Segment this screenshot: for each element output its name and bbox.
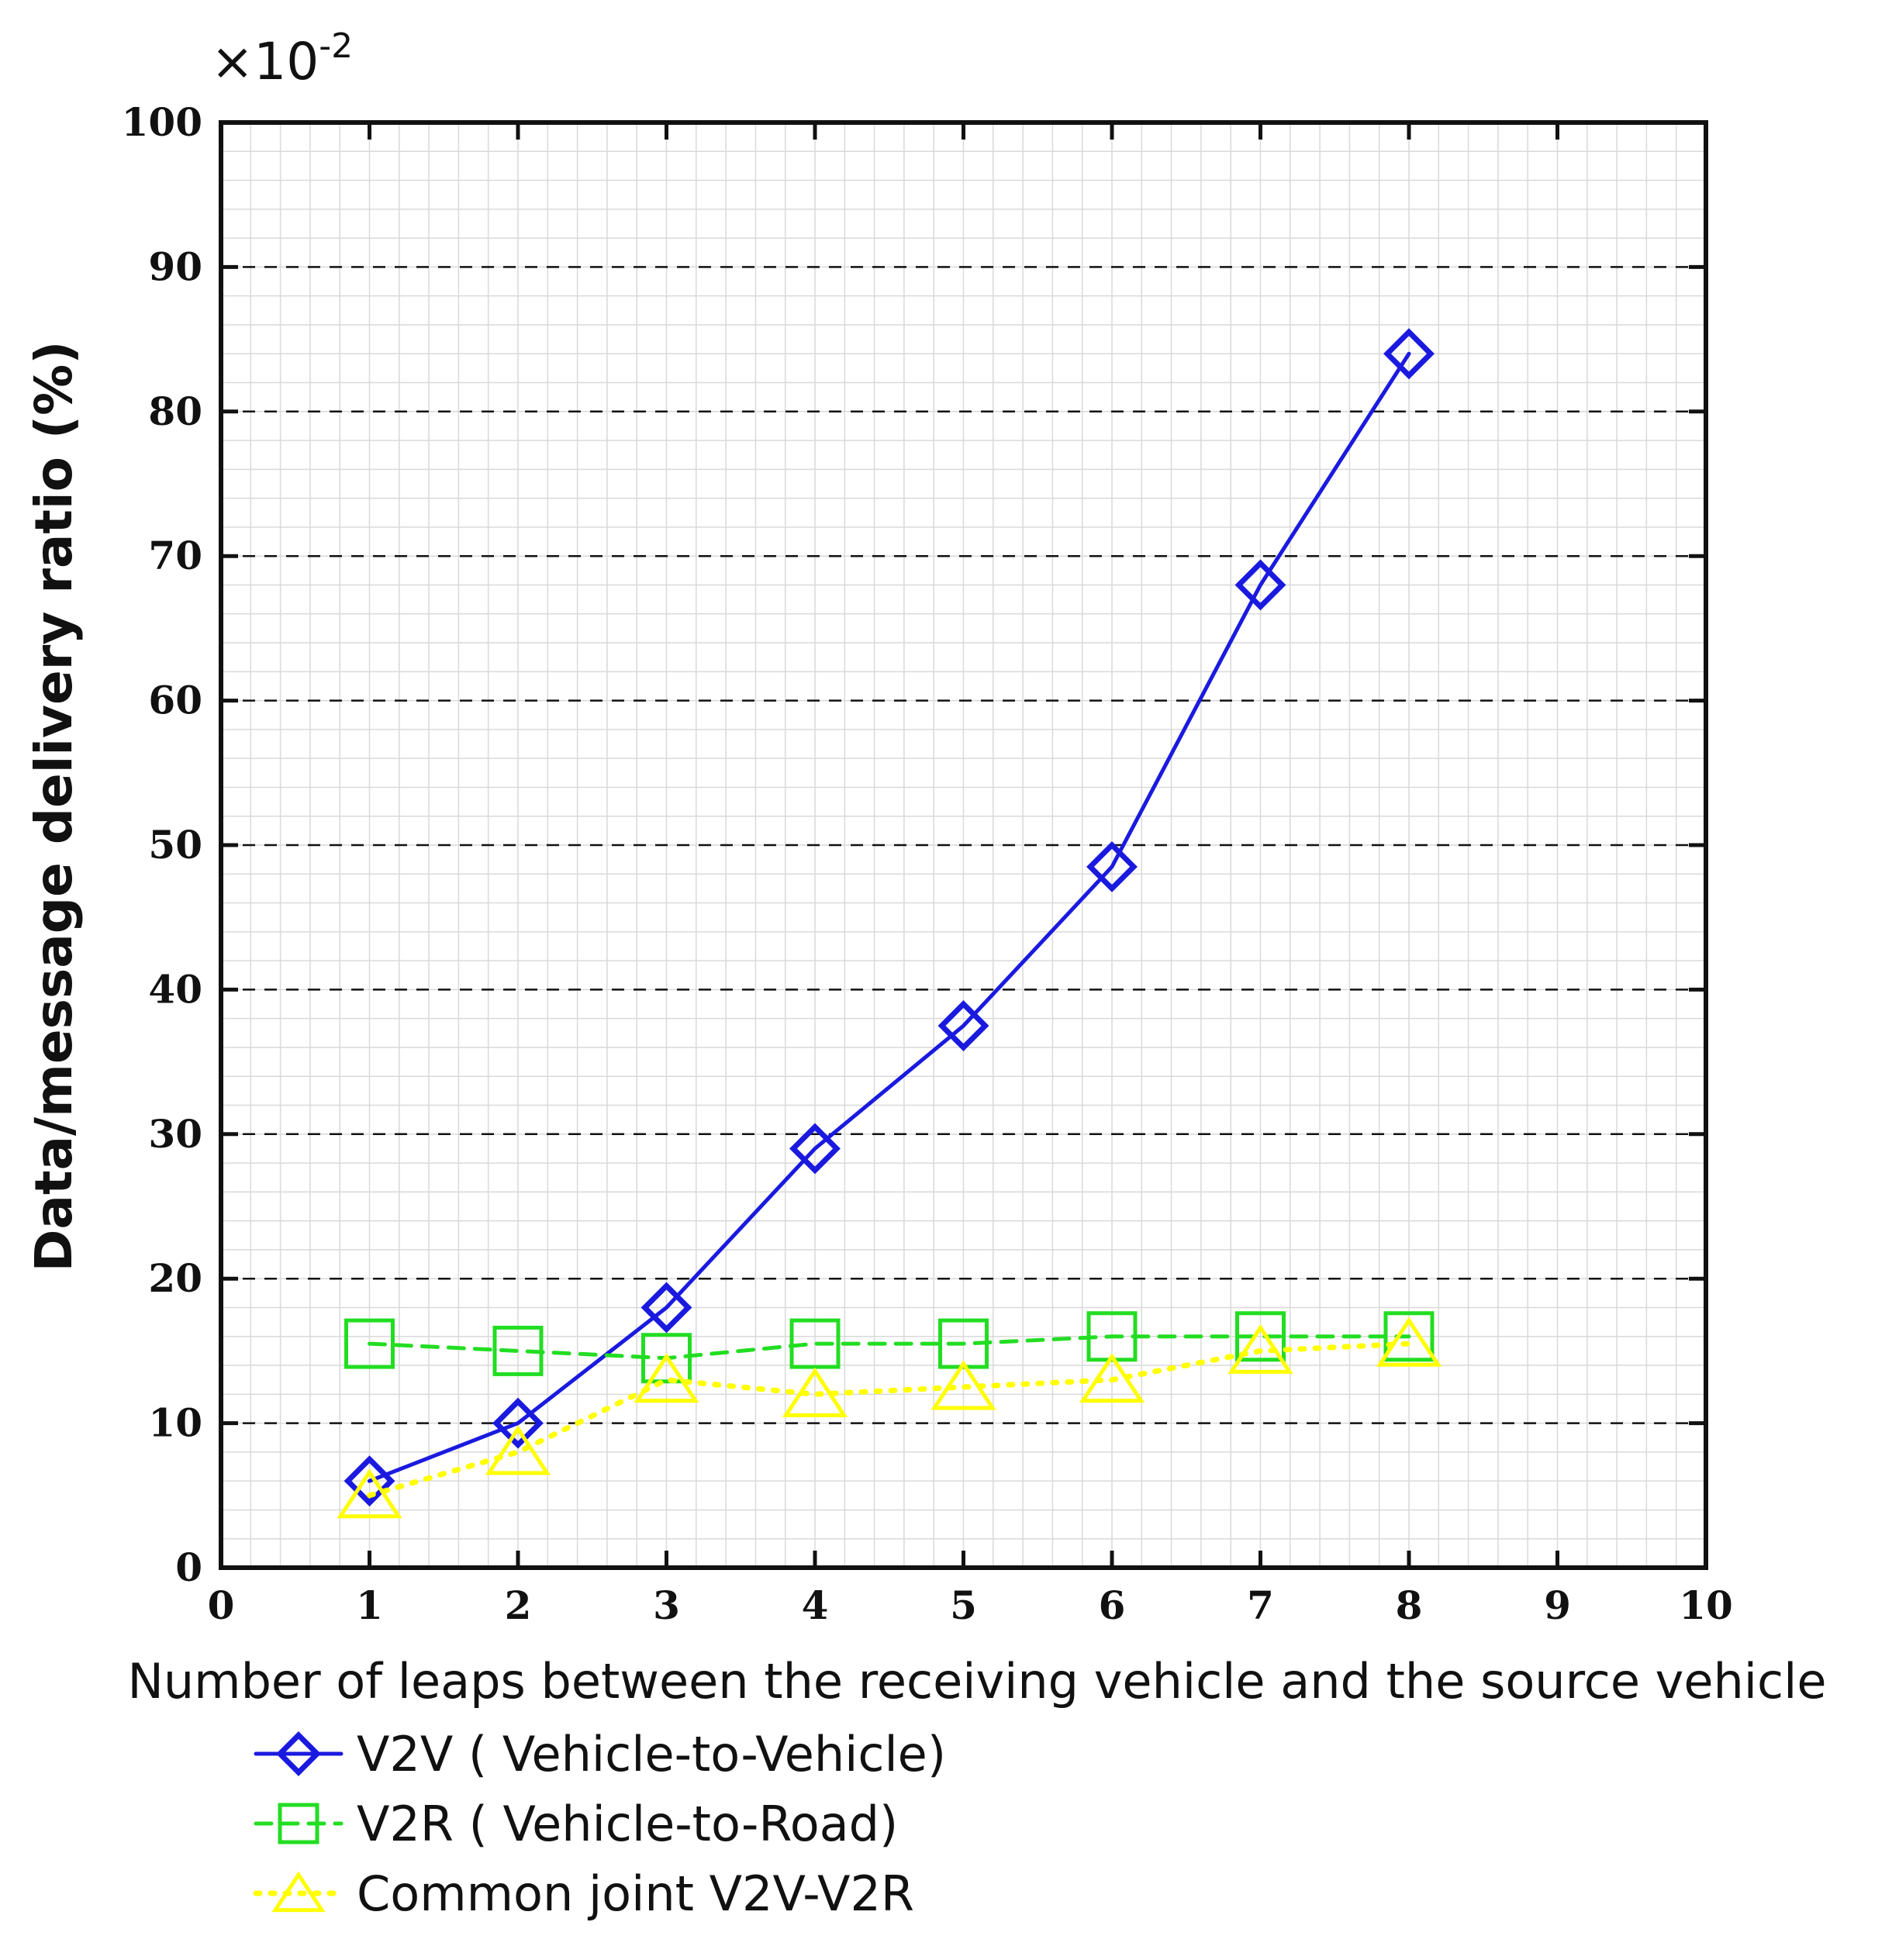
legend-marker	[271, 1871, 326, 1913]
data-point	[1235, 1311, 1286, 1362]
series-1	[344, 328, 1435, 1507]
data-point	[641, 1333, 692, 1384]
y-multiplier-exponent: -2	[319, 26, 353, 66]
data-point	[337, 1468, 402, 1519]
x-axis-title: Number of leaps between the receiving ve…	[128, 1653, 1827, 1710]
data-point	[1383, 328, 1435, 380]
y-tick-label: 60	[148, 678, 202, 723]
data-point	[782, 1367, 848, 1417]
x-tick-label: 10	[1679, 1582, 1733, 1628]
data-point	[937, 1000, 989, 1051]
y-axis-title: Data/message delivery ratio (%)	[24, 341, 84, 1272]
series-layer	[337, 328, 1442, 1519]
legend-entry: V2V ( Vehicle-to-Vehicle)	[254, 1726, 946, 1782]
data-point	[931, 1360, 996, 1410]
legend-marker	[278, 1803, 319, 1844]
data-point	[1079, 1353, 1145, 1403]
data-point	[344, 1318, 395, 1369]
data-point	[634, 1353, 699, 1403]
data-point	[492, 1325, 544, 1376]
data-point	[485, 1425, 551, 1475]
data-point	[789, 1318, 841, 1369]
data-point	[789, 1123, 841, 1175]
y-tick-label: 40	[148, 966, 202, 1012]
y-tick-label: 0	[175, 1544, 202, 1590]
data-point	[1086, 841, 1138, 892]
x-tick-label: 9	[1544, 1582, 1571, 1628]
y-tick-labels: 0 10 20 30 40 50 60 70 80 90 100	[122, 99, 202, 1590]
x-tick-label: 2	[505, 1582, 532, 1628]
x-tick-label: 1	[356, 1582, 383, 1628]
y-tick-label: 80	[148, 388, 202, 434]
legend-label: V2R ( Vehicle-to-Road)	[357, 1796, 898, 1852]
axis-ticks	[219, 120, 1708, 1570]
y-tick-label: 100	[122, 99, 202, 145]
y-tick-label: 70	[148, 533, 202, 578]
y-tick-label: 50	[148, 822, 202, 868]
x-tick-label: 8	[1396, 1582, 1423, 1628]
x-tick-label: 6	[1099, 1582, 1126, 1628]
legend-marker	[276, 1731, 321, 1776]
data-point	[1376, 1316, 1442, 1367]
series-3	[337, 1316, 1442, 1519]
legend-label: Common joint V2V-V2R	[357, 1865, 914, 1922]
legend: V2V ( Vehicle-to-Vehicle) V2R ( Vehicle-t…	[253, 1726, 946, 1922]
x-tick-label: 4	[802, 1582, 829, 1628]
legend-entry: V2R ( Vehicle-to-Road)	[254, 1796, 898, 1852]
y-tick-label: 10	[148, 1400, 202, 1446]
x-tick-label: 5	[950, 1582, 977, 1628]
x-tick-label: 3	[653, 1582, 680, 1628]
x-tick-labels: 0 1 2 3 4 5 6 7 8 9 10	[208, 1582, 1733, 1628]
x-tick-label: 7	[1247, 1582, 1274, 1628]
series-line	[367, 1341, 1412, 1499]
series-line	[368, 351, 1411, 1483]
major-gridlines	[221, 266, 1706, 1424]
data-point	[640, 1282, 692, 1334]
data-point	[1234, 559, 1286, 611]
y-tick-label: 20	[148, 1255, 202, 1301]
y-multiplier-base: ×10	[211, 32, 319, 91]
y-tick-label: 30	[148, 1111, 202, 1157]
data-point	[1227, 1323, 1293, 1374]
legend-entry: Common joint V2V-V2R	[253, 1865, 914, 1922]
data-point	[1383, 1311, 1435, 1362]
y-multiplier: ×10-2	[211, 26, 353, 91]
data-point	[492, 1397, 544, 1449]
legend-label: V2V ( Vehicle-to-Vehicle)	[357, 1726, 946, 1782]
data-point	[344, 1455, 395, 1507]
x-tick-label: 0	[208, 1582, 235, 1628]
y-tick-label: 90	[148, 243, 202, 289]
